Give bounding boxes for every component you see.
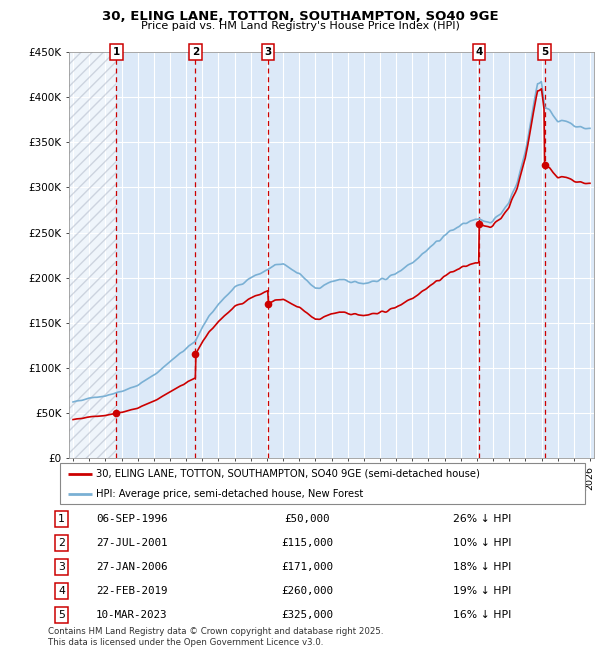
Text: 27-JAN-2006: 27-JAN-2006 [96,562,167,572]
FancyBboxPatch shape [60,463,585,504]
Text: HPI: Average price, semi-detached house, New Forest: HPI: Average price, semi-detached house,… [96,489,363,499]
Text: 22-FEB-2019: 22-FEB-2019 [96,586,167,596]
Text: 26% ↓ HPI: 26% ↓ HPI [453,514,511,524]
Text: 5: 5 [58,610,65,620]
Text: £115,000: £115,000 [281,538,333,548]
Text: £171,000: £171,000 [281,562,333,572]
Text: £50,000: £50,000 [284,514,330,524]
Text: 18% ↓ HPI: 18% ↓ HPI [453,562,511,572]
Text: £325,000: £325,000 [281,610,333,620]
Text: 3: 3 [58,562,65,572]
Text: 10-MAR-2023: 10-MAR-2023 [96,610,167,620]
Text: Contains HM Land Registry data © Crown copyright and database right 2025.
This d: Contains HM Land Registry data © Crown c… [48,627,383,647]
Text: Price paid vs. HM Land Registry's House Price Index (HPI): Price paid vs. HM Land Registry's House … [140,21,460,31]
Text: 06-SEP-1996: 06-SEP-1996 [96,514,167,524]
Text: 10% ↓ HPI: 10% ↓ HPI [453,538,511,548]
Text: 2: 2 [191,47,199,57]
Text: 5: 5 [541,47,548,57]
Text: 16% ↓ HPI: 16% ↓ HPI [453,610,511,620]
Text: 1: 1 [58,514,65,524]
Text: 4: 4 [475,47,483,57]
Text: 30, ELING LANE, TOTTON, SOUTHAMPTON, SO40 9GE: 30, ELING LANE, TOTTON, SOUTHAMPTON, SO4… [101,10,499,23]
Text: 30, ELING LANE, TOTTON, SOUTHAMPTON, SO40 9GE (semi-detached house): 30, ELING LANE, TOTTON, SOUTHAMPTON, SO4… [96,469,479,478]
Text: 4: 4 [58,586,65,596]
Text: £260,000: £260,000 [281,586,333,596]
Text: 3: 3 [265,47,272,57]
Text: 19% ↓ HPI: 19% ↓ HPI [453,586,511,596]
Text: 2: 2 [58,538,65,548]
Text: 1: 1 [113,47,120,57]
Bar [69,52,116,458]
Text: 27-JUL-2001: 27-JUL-2001 [96,538,167,548]
